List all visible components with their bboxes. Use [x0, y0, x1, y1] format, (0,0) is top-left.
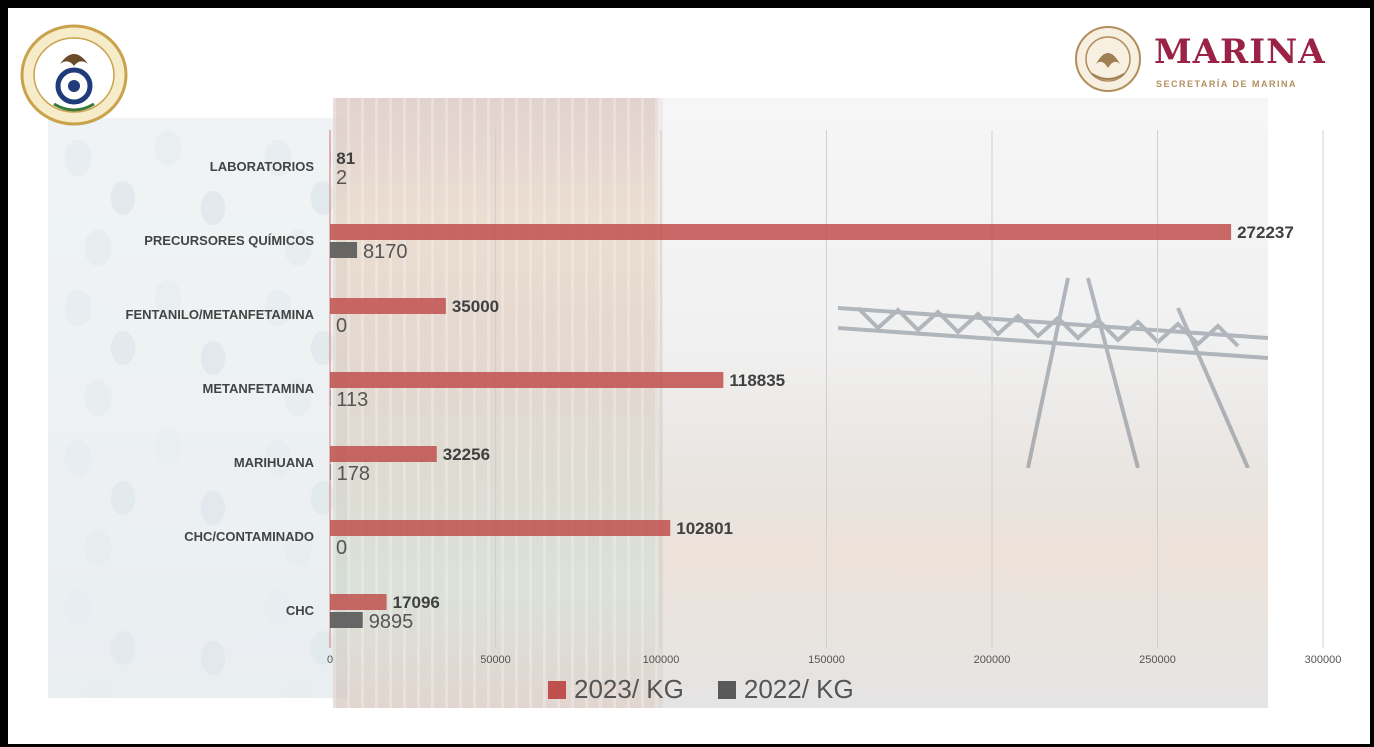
legend-label-2022: 2022/ KG — [743, 674, 854, 704]
data-label-2023: 118835 — [729, 371, 785, 390]
marina-logo-word: MARINA — [1154, 32, 1326, 72]
category-label: LABORATORIOS — [210, 159, 315, 174]
data-label-2022: 9895 — [369, 611, 414, 633]
bar-2023 — [330, 372, 724, 388]
x-tick-label: 250000 — [1139, 654, 1176, 666]
containers-background-image — [333, 98, 663, 708]
data-label-2022: 2 — [336, 167, 347, 189]
bar-2023 — [330, 594, 387, 610]
bar-chart: 0 50000 100000 150000 200000 250000 300000 LABO… — [126, 130, 1342, 666]
autoridad-maritima-nacional-seal-icon — [20, 24, 128, 126]
x-tick-label: 200000 — [974, 654, 1011, 666]
port-yard-background-image — [658, 98, 1268, 708]
data-label-2023: 32256 — [443, 445, 490, 464]
bar-2023 — [330, 520, 671, 536]
x-tick-label: 50000 — [480, 654, 511, 666]
bar-2023 — [330, 298, 446, 314]
data-label-2023: 81 — [336, 149, 355, 168]
bar-2022 — [330, 612, 363, 628]
x-tick-label: 150000 — [808, 654, 845, 666]
slide: MARINA SECRETARÍA DE MARINA 0 50000 100000… — [8, 8, 1370, 744]
data-label-2023: 17096 — [393, 593, 440, 612]
marina-logo: MARINA SECRETARÍA DE MARINA — [1070, 24, 1360, 94]
legend-item-2022: 2022/ KG — [717, 674, 854, 705]
mexico-coat-of-arms-icon — [1075, 26, 1141, 92]
category-label: PRECURSORES QUÍMICOS — [144, 233, 314, 248]
category-label: MARIHUANA — [234, 455, 315, 470]
category-label: CHC — [286, 603, 315, 618]
category-label: METANFETAMINA — [203, 381, 315, 396]
legend-item-2023: 2023/ KG — [548, 674, 684, 705]
chart-legend: 2023/ KG 2022/ KG — [548, 674, 854, 705]
data-label-2022: 0 — [336, 315, 347, 337]
legend-swatch-2023 — [548, 680, 566, 699]
bar-2023 — [330, 446, 437, 462]
legend-label-2023: 2023/ KG — [574, 674, 684, 704]
bar-2022 — [330, 464, 331, 480]
category-label: CHC/CONTAMINADO — [184, 529, 314, 544]
category-label: FENTANILO/METANFETAMINA — [126, 307, 315, 322]
data-label-2023: 102801 — [676, 519, 733, 538]
bar-2023 — [330, 224, 1232, 240]
x-tick-label: 100000 — [643, 654, 680, 666]
x-tick-label: 0 — [327, 654, 333, 666]
data-label-2023: 35000 — [452, 297, 499, 316]
marina-logo-subtitle: SECRETARÍA DE MARINA — [1156, 79, 1298, 89]
legend-swatch-2022 — [717, 680, 736, 699]
data-label-2022: 178 — [337, 463, 370, 485]
data-label-2022: 8170 — [363, 241, 408, 263]
pills-background-image — [48, 118, 348, 698]
bar-2022 — [330, 242, 358, 258]
crane-icon — [838, 277, 1268, 468]
data-label-2022: 0 — [336, 537, 347, 559]
data-label-2022: 113 — [336, 389, 368, 411]
x-tick-label: 300000 — [1305, 654, 1342, 666]
data-label-2023: 272237 — [1237, 223, 1294, 242]
